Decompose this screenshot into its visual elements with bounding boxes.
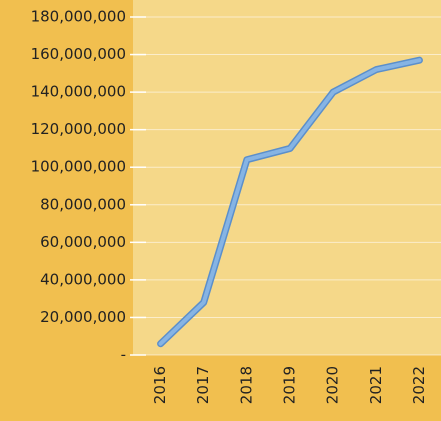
y-tick-label: 120,000,000	[31, 120, 126, 138]
y-tick-label: 100,000,000	[31, 158, 126, 176]
y-tick-label: 160,000,000	[31, 45, 126, 63]
x-tick-label: 2017	[194, 366, 212, 404]
y-tick-label: 80,000,000	[40, 195, 126, 213]
plot-area	[133, 0, 441, 355]
y-tick-label: 140,000,000	[31, 83, 126, 101]
x-tick-label: 2018	[237, 366, 255, 404]
x-tick-label: 2019	[281, 366, 299, 404]
y-tick-label: 180,000,000	[31, 8, 126, 26]
y-tick-label: 20,000,000	[40, 308, 126, 326]
y-tick-label: 40,000,000	[40, 270, 126, 288]
y-tick-label: 60,000,000	[40, 233, 126, 251]
x-tick-label: 2022	[410, 366, 428, 404]
x-tick-label: 2021	[367, 366, 385, 404]
x-tick-label: 2016	[151, 366, 169, 404]
x-tick-label: 2020	[324, 366, 342, 404]
line	[158, 58, 422, 346]
y-tick-label: -	[121, 346, 126, 364]
